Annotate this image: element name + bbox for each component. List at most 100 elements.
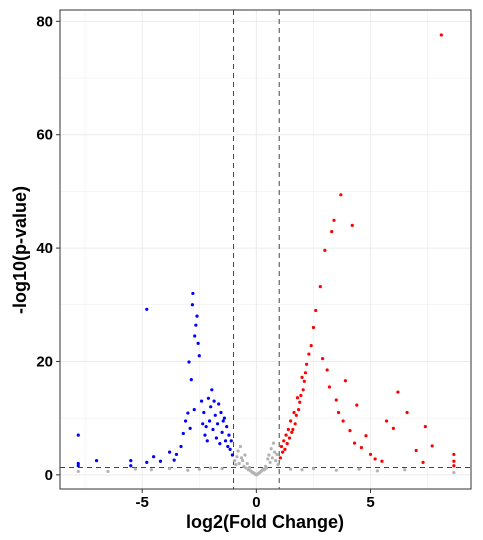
data-point-not-significant: [244, 466, 248, 470]
data-point-up: [307, 352, 311, 356]
data-point-not-significant: [242, 464, 246, 468]
data-point-up: [281, 450, 285, 454]
data-point-not-significant: [273, 450, 277, 454]
data-point-up: [439, 33, 443, 37]
data-point-up: [279, 444, 284, 449]
data-point-not-significant: [209, 466, 213, 470]
data-point-down: [94, 459, 99, 463]
data-point-up: [359, 446, 363, 450]
data-point-up: [318, 285, 322, 289]
data-point-down: [199, 399, 204, 403]
data-point-up: [373, 457, 377, 461]
data-point-not-significant: [452, 470, 456, 475]
data-point-up: [305, 362, 309, 366]
y-tick-label: 0: [45, 467, 53, 484]
data-point-not-significant: [262, 468, 266, 472]
data-point-down: [203, 433, 207, 437]
data-point-up: [332, 218, 336, 222]
data-point-up: [452, 452, 456, 457]
data-point-down: [190, 303, 195, 307]
data-point-up: [299, 393, 303, 398]
data-point-down: [187, 360, 191, 364]
data-point-not-significant: [76, 469, 80, 474]
data-point-up: [282, 439, 286, 443]
data-point-up: [309, 343, 313, 348]
data-point-up: [421, 460, 425, 464]
data-point-up: [286, 427, 290, 432]
y-tick-label: 60: [36, 127, 53, 144]
data-point-down: [129, 464, 133, 468]
data-point-down: [227, 433, 231, 437]
data-point-up: [380, 459, 384, 463]
data-point-not-significant: [233, 459, 237, 463]
data-point-up: [430, 444, 434, 448]
plot-background: [60, 10, 471, 489]
y-axis-ticks: 0 20 40 60 80: [36, 13, 60, 484]
data-point-up: [297, 408, 301, 412]
data-point-down: [225, 425, 229, 429]
data-point-not-significant: [133, 467, 137, 471]
data-point-up: [303, 371, 308, 375]
data-point-down: [211, 427, 215, 432]
data-point-not-significant: [265, 466, 269, 470]
data-point-down: [188, 426, 192, 430]
data-point-not-significant: [235, 455, 239, 459]
data-point-down: [207, 419, 212, 423]
data-point-down: [197, 354, 201, 358]
data-point-not-significant: [271, 441, 276, 445]
data-point-not-significant: [197, 467, 201, 471]
data-point-down: [214, 436, 219, 440]
data-point-down: [226, 444, 230, 449]
data-point-not-significant: [243, 453, 247, 457]
data-point-up: [327, 385, 332, 389]
data-point-up: [284, 433, 288, 437]
data-point-up: [334, 398, 338, 402]
y-tick-label: 80: [36, 13, 53, 30]
data-point-up: [300, 375, 304, 379]
data-point-not-significant: [270, 456, 274, 460]
data-point-up: [352, 441, 357, 445]
data-point-up: [368, 452, 373, 457]
data-point-not-significant: [269, 447, 273, 451]
data-point-down: [145, 307, 149, 311]
data-point-down: [204, 425, 208, 429]
data-point-up: [330, 230, 334, 234]
data-point-up: [452, 459, 456, 463]
data-point-down: [213, 413, 217, 417]
data-point-down: [152, 455, 156, 459]
data-point-up: [295, 396, 300, 400]
y-tick-label: 40: [36, 240, 53, 257]
data-point-down: [217, 402, 221, 406]
data-point-down: [195, 314, 199, 318]
data-point-not-significant: [236, 449, 240, 453]
data-point-down: [222, 416, 226, 420]
data-point-up: [278, 456, 282, 460]
data-point-down: [220, 430, 224, 434]
data-point-down: [181, 431, 185, 436]
data-point-up: [285, 442, 289, 446]
data-point-up: [302, 379, 306, 383]
data-point-down: [206, 396, 211, 400]
data-point-up: [355, 403, 359, 407]
data-point-down: [201, 422, 205, 426]
data-point-down: [192, 408, 196, 412]
data-point-down: [189, 377, 193, 382]
data-point-down: [129, 459, 133, 463]
data-point-down: [76, 433, 80, 437]
data-point-up: [298, 400, 302, 404]
data-point-not-significant: [276, 463, 280, 467]
data-point-down: [76, 464, 80, 468]
data-point-not-significant: [274, 459, 278, 463]
data-point-up: [301, 388, 305, 392]
data-point-not-significant: [375, 469, 379, 473]
data-point-down: [158, 459, 163, 463]
data-point-up: [343, 379, 348, 383]
data-point-not-significant: [266, 457, 270, 461]
data-point-down: [215, 422, 220, 426]
data-point-down: [218, 442, 222, 446]
data-point-up: [339, 193, 343, 197]
data-point-up: [405, 410, 409, 415]
data-point-down: [229, 439, 233, 443]
data-point-not-significant: [237, 461, 241, 466]
data-point-not-significant: [268, 460, 272, 464]
